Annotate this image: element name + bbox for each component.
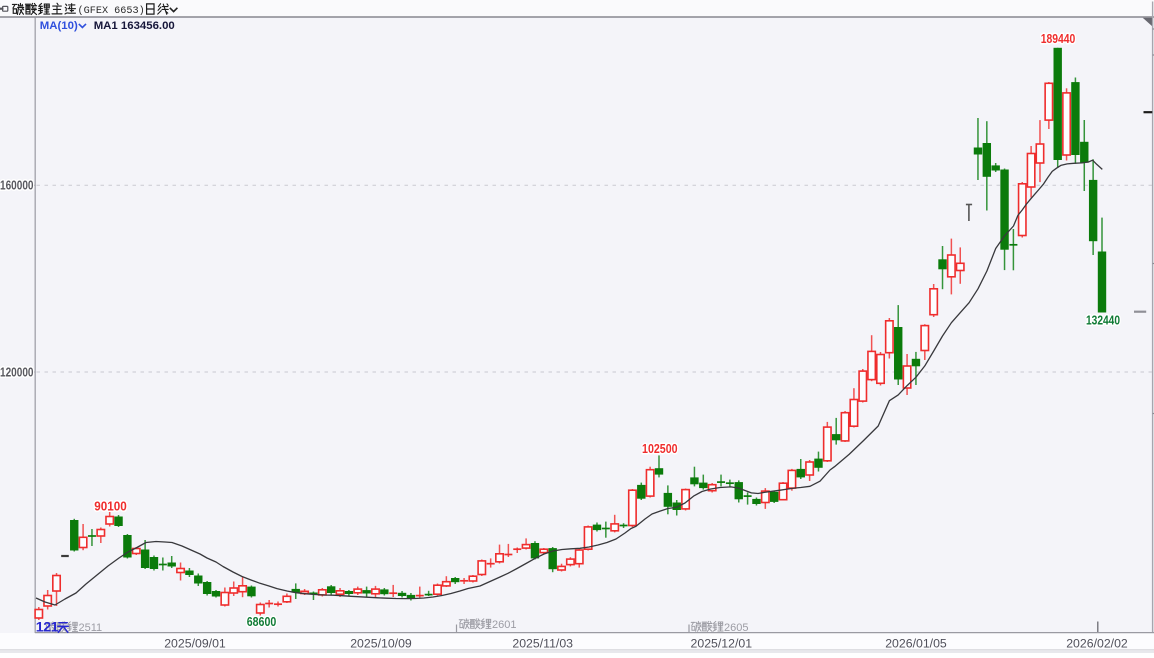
svg-text:2025/09/01: 2025/09/01 bbox=[164, 637, 226, 651]
svg-text:2605: 2605 bbox=[724, 622, 748, 634]
svg-text:2026/01/05: 2026/01/05 bbox=[885, 637, 947, 651]
svg-text:(GFEX 6653): (GFEX 6653) bbox=[78, 5, 145, 17]
svg-text:2601: 2601 bbox=[492, 619, 516, 631]
svg-text:2025/10/09: 2025/10/09 bbox=[350, 637, 412, 651]
svg-text:132440: 132440 bbox=[1086, 313, 1120, 328]
svg-text:189440: 189440 bbox=[1041, 31, 1076, 46]
svg-text:160000: 160000 bbox=[0, 178, 34, 193]
svg-text:2025/12/01: 2025/12/01 bbox=[691, 637, 753, 651]
svg-text:68600: 68600 bbox=[247, 614, 277, 629]
svg-text:MA1 163456.00: MA1 163456.00 bbox=[94, 20, 175, 32]
svg-text:90100: 90100 bbox=[94, 499, 127, 514]
svg-text:MA(10): MA(10) bbox=[40, 20, 78, 32]
svg-text:2511: 2511 bbox=[79, 622, 103, 634]
svg-text:121: 121 bbox=[36, 619, 59, 635]
svg-text:2025/11/03: 2025/11/03 bbox=[512, 637, 573, 651]
svg-text:102500: 102500 bbox=[642, 441, 678, 456]
svg-text:120000: 120000 bbox=[0, 364, 34, 379]
svg-text:2026/02/02: 2026/02/02 bbox=[1066, 637, 1128, 651]
